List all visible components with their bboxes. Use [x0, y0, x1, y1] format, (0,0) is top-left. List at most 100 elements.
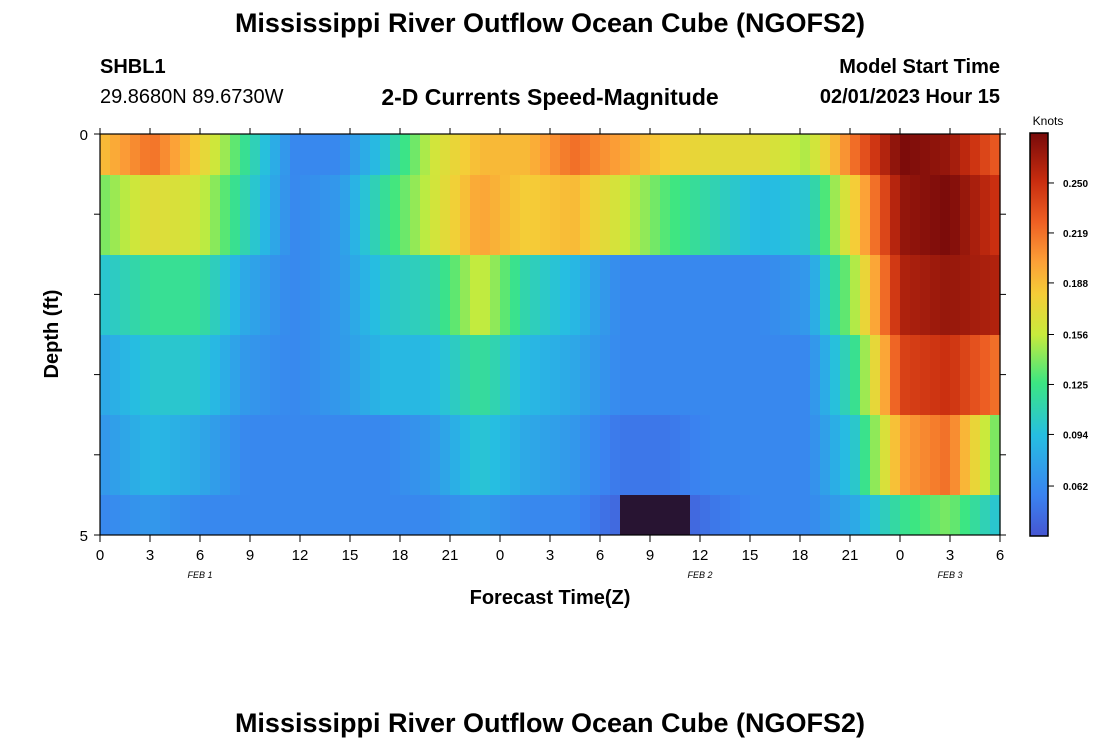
heatmap-cell — [670, 495, 681, 535]
heatmap-cell — [950, 255, 961, 335]
heatmap-cell — [960, 335, 971, 415]
heatmap-cell — [910, 255, 921, 335]
heatmap-cell — [600, 335, 611, 415]
heatmap-cell — [140, 134, 151, 175]
heatmap-cell — [910, 415, 921, 495]
heatmap-cell — [180, 134, 191, 175]
heatmap-cell — [890, 134, 901, 175]
heatmap-cell — [410, 175, 421, 255]
heatmap-cell — [350, 134, 361, 175]
heatmap-cell — [740, 415, 751, 495]
heatmap-cell — [190, 335, 201, 415]
heatmap-cell — [470, 495, 481, 535]
heatmap-cell — [370, 134, 381, 175]
heatmap-cell — [120, 335, 131, 415]
heatmap-cell — [380, 415, 391, 495]
heatmap-cell — [640, 134, 651, 175]
heatmap-cell — [330, 134, 341, 175]
heatmap-cell — [420, 415, 431, 495]
heatmap-cell — [610, 175, 621, 255]
heatmap-cell — [710, 495, 721, 535]
heatmap-cell — [130, 134, 141, 175]
heatmap-cell — [680, 134, 691, 175]
heatmap-cell — [670, 335, 681, 415]
heatmap-cell — [830, 335, 841, 415]
heatmap-cell — [480, 175, 491, 255]
heatmap-cell — [230, 134, 241, 175]
heatmap-cell — [180, 415, 191, 495]
heatmap-cell — [690, 255, 701, 335]
heatmap-cell — [890, 335, 901, 415]
heatmap-cell — [520, 415, 531, 495]
x-tick-label: 0 — [896, 547, 904, 564]
x-tick-label: 9 — [246, 547, 254, 564]
heatmap-cell — [640, 415, 651, 495]
heatmap-cell — [670, 175, 681, 255]
x-date-label: FEB 2 — [687, 570, 712, 580]
heatmap-cell — [750, 175, 761, 255]
heatmap-cell — [240, 495, 251, 535]
heatmap-cell — [530, 335, 541, 415]
heatmap-cell — [260, 175, 271, 255]
heatmap-cell — [380, 255, 391, 335]
heatmap-cell — [600, 255, 611, 335]
heatmap-cell — [660, 495, 671, 535]
heatmap-cell — [750, 415, 761, 495]
heatmap-cell — [750, 134, 761, 175]
heatmap-cell — [940, 255, 951, 335]
heatmap-cell — [330, 175, 341, 255]
heatmap-cell — [200, 255, 211, 335]
heatmap-cell — [460, 255, 471, 335]
heatmap-cell — [280, 134, 291, 175]
colorbar-tick-label: 0.250 — [1063, 179, 1088, 190]
x-tick-label: 18 — [792, 547, 809, 564]
x-tick-label: 21 — [842, 547, 859, 564]
heatmap-cell — [730, 335, 741, 415]
heatmap-cell — [440, 255, 451, 335]
heatmap-cell — [940, 175, 951, 255]
heatmap-cell — [560, 175, 571, 255]
heatmap-cell — [740, 134, 751, 175]
heatmap-cell — [670, 134, 681, 175]
heatmap-cell — [650, 134, 661, 175]
heatmap-cell — [730, 134, 741, 175]
heatmap-cell — [880, 175, 891, 255]
heatmap-cell — [960, 175, 971, 255]
heatmap-cell — [380, 335, 391, 415]
heatmap-cell — [860, 175, 871, 255]
heatmap-cell — [500, 335, 511, 415]
heatmap-cell — [790, 255, 801, 335]
heatmap-cell — [780, 175, 791, 255]
heatmap-cell — [140, 175, 151, 255]
heatmap-cell — [240, 175, 251, 255]
heatmap-cell — [220, 335, 231, 415]
heatmap-cell — [970, 495, 981, 535]
heatmap-cell — [610, 335, 621, 415]
heatmap-cell — [420, 335, 431, 415]
heatmap-cell — [780, 134, 791, 175]
heatmap-cell — [530, 415, 541, 495]
heatmap-cell — [190, 415, 201, 495]
heatmap-cell — [340, 134, 351, 175]
heatmap-cell — [310, 495, 321, 535]
heatmap-cell — [380, 134, 391, 175]
heatmap-cell — [600, 415, 611, 495]
heatmap-cell — [520, 175, 531, 255]
heatmap-cell — [260, 335, 271, 415]
heatmap-cell — [700, 415, 711, 495]
heatmap-cell — [310, 255, 321, 335]
heatmap-cell — [760, 255, 771, 335]
heatmap-cell — [720, 175, 731, 255]
heatmap-cell — [490, 415, 501, 495]
x-tick-label: 12 — [692, 547, 709, 564]
heatmap-cell — [520, 335, 531, 415]
heatmap-cell — [940, 495, 951, 535]
heatmap-cell — [420, 175, 431, 255]
heatmap-cell — [300, 495, 311, 535]
heatmap-cell — [540, 335, 551, 415]
heatmap-cell — [640, 175, 651, 255]
heatmap-cell — [550, 255, 561, 335]
heatmap-cell — [500, 175, 511, 255]
heatmap-cell — [320, 335, 331, 415]
heatmap-cell — [590, 335, 601, 415]
